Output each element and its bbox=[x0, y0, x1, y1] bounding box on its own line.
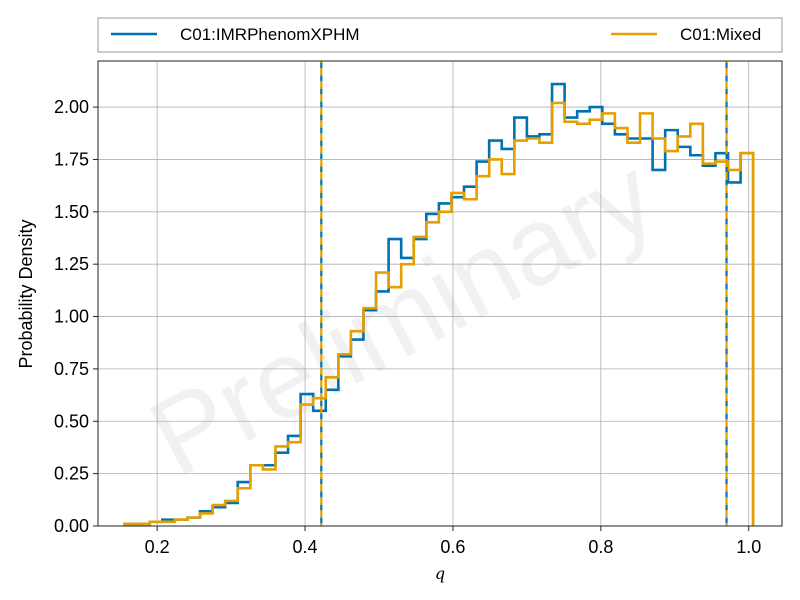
x-axis-ticks: 0.2 0.4 0.6 0.8 1.0 bbox=[145, 526, 761, 557]
legend-label-imrphenomxphm: C01:IMRPhenomXPHM bbox=[180, 25, 360, 44]
y-tick-label: 2.00 bbox=[54, 97, 89, 117]
x-axis-label: q bbox=[435, 564, 445, 583]
x-tick-label: 1.0 bbox=[736, 537, 761, 557]
y-tick-label: 0.00 bbox=[54, 516, 89, 536]
y-axis-label: Probability Density bbox=[16, 219, 36, 368]
x-tick-label: 0.8 bbox=[588, 537, 613, 557]
plot-frame bbox=[97, 60, 783, 527]
y-tick-label: 1.50 bbox=[54, 202, 89, 222]
series-layer bbox=[123, 82, 755, 526]
histogram-series-1 bbox=[123, 101, 755, 526]
x-tick-label: 0.6 bbox=[440, 537, 465, 557]
x-tick-label: 0.2 bbox=[145, 537, 170, 557]
interval-lines bbox=[320, 61, 728, 526]
y-tick-label: 0.50 bbox=[54, 411, 89, 431]
y-tick-label: 1.75 bbox=[54, 149, 89, 169]
legend: C01:IMRPhenomXPHM C01:Mixed bbox=[97, 17, 783, 53]
grid bbox=[98, 61, 782, 527]
y-axis-ticks: 0.00 0.25 0.50 0.75 1.00 1.25 1.50 1.75 2.00 bbox=[54, 97, 98, 536]
legend-frame bbox=[97, 17, 783, 53]
y-tick-label: 0.25 bbox=[54, 464, 89, 484]
x-tick-label: 0.4 bbox=[293, 537, 318, 557]
legend-label-mixed: C01:Mixed bbox=[680, 25, 761, 44]
y-tick-label: 1.00 bbox=[54, 307, 89, 327]
y-tick-label: 0.75 bbox=[54, 359, 89, 379]
y-tick-label: 1.25 bbox=[54, 254, 89, 274]
